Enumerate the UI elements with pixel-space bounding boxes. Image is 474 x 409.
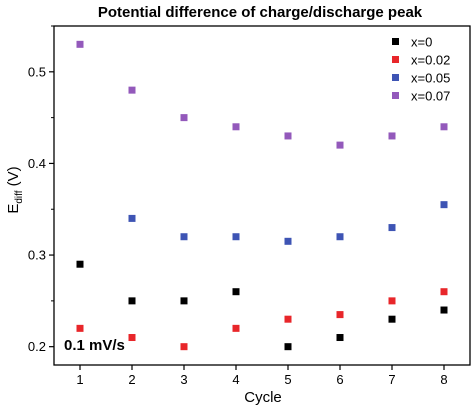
y-tick-label: 0.4 <box>28 156 46 171</box>
x-tick-label: 1 <box>76 372 83 387</box>
legend-label: x=0.07 <box>411 89 450 104</box>
y-axis-title: Ediff (V) <box>5 166 25 213</box>
x-tick-label: 7 <box>388 372 395 387</box>
rate-annotation: 0.1 mV/s <box>64 337 125 354</box>
data-point <box>76 40 84 48</box>
data-point <box>440 306 448 314</box>
x-tick-label: 5 <box>284 372 291 387</box>
legend: x=0 x=0.02 x=0.05 x=0.07 <box>392 35 450 104</box>
x-tick-label: 6 <box>336 372 343 387</box>
data-point <box>388 297 396 305</box>
data-point <box>76 324 84 332</box>
legend-label: x=0 <box>411 35 432 50</box>
data-point <box>336 233 344 241</box>
data-point <box>76 260 84 268</box>
chart-title: Potential difference of charge/discharge… <box>98 4 423 21</box>
data-point <box>128 334 136 342</box>
data-point <box>128 86 136 94</box>
data-point <box>180 114 188 122</box>
data-point <box>388 132 396 140</box>
data-point <box>284 132 292 140</box>
data-point <box>180 343 188 351</box>
x-tick-label: 3 <box>180 372 187 387</box>
legend-marker <box>392 38 399 45</box>
data-point <box>232 123 240 131</box>
legend-marker <box>392 92 399 99</box>
data-point <box>128 214 136 222</box>
data-point <box>232 288 240 296</box>
data-point <box>128 297 136 305</box>
data-point <box>180 297 188 305</box>
data-point <box>232 324 240 332</box>
data-point <box>180 233 188 241</box>
axes-layer: 1 2 3 4 5 6 7 8 0.2 0.3 0.4 0.5 <box>28 25 448 387</box>
y-tick-label: 0.5 <box>28 64 46 79</box>
data-point <box>440 201 448 209</box>
y-tick-label: 0.3 <box>28 248 46 263</box>
legend-marker <box>392 56 399 63</box>
data-point <box>284 343 292 351</box>
legend-marker <box>392 74 399 81</box>
x-axis-title: Cycle <box>244 389 282 406</box>
y-axis-title-unit: (V) <box>5 166 22 190</box>
legend-label: x=0.02 <box>411 53 450 68</box>
points-layer <box>76 40 448 351</box>
y-tick-label: 0.2 <box>28 339 46 354</box>
data-point <box>336 311 344 319</box>
data-point <box>388 315 396 323</box>
data-point <box>440 288 448 296</box>
data-point <box>336 141 344 149</box>
data-point <box>388 224 396 232</box>
plot-frame <box>53 25 471 366</box>
x-tick-label: 4 <box>232 372 239 387</box>
data-point <box>232 233 240 241</box>
data-point <box>284 237 292 245</box>
y-axis-title-main: E <box>5 204 22 214</box>
legend-label: x=0.05 <box>411 71 450 86</box>
data-point <box>336 334 344 342</box>
data-point <box>284 315 292 323</box>
data-point <box>440 123 448 131</box>
x-tick-label: 8 <box>440 372 447 387</box>
x-tick-label: 2 <box>128 372 135 387</box>
y-axis-title-subscript: diff <box>14 190 25 203</box>
